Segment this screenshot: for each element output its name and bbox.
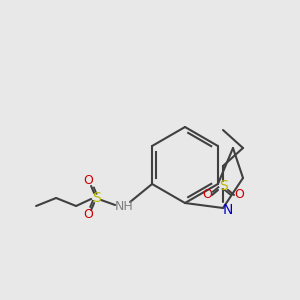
Text: O: O	[83, 175, 93, 188]
Text: NH: NH	[115, 200, 134, 212]
Text: O: O	[83, 208, 93, 221]
Text: N: N	[223, 203, 233, 217]
Text: O: O	[202, 188, 212, 200]
Text: O: O	[234, 188, 244, 200]
Text: S: S	[92, 191, 100, 205]
Text: S: S	[219, 179, 227, 193]
